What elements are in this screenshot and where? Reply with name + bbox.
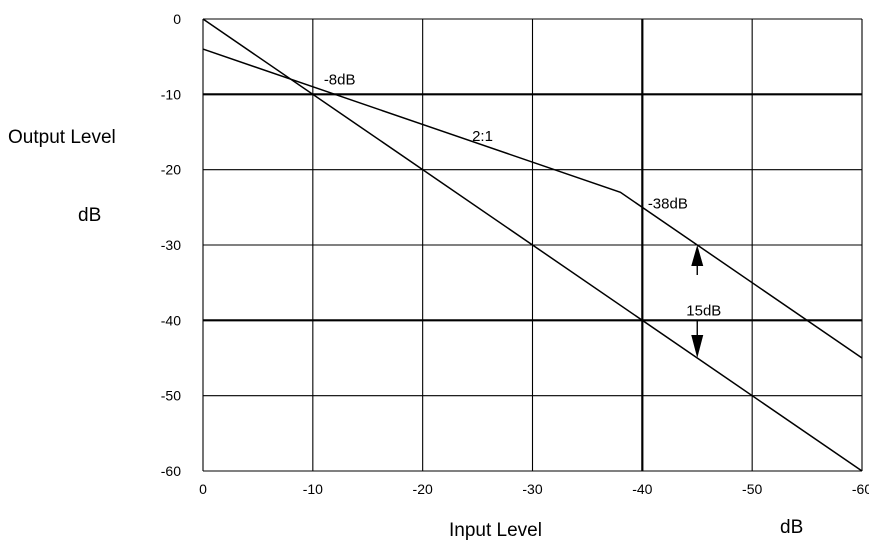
x-tick-label-3: -30: [522, 481, 542, 497]
y-tick-label-5: -50: [161, 388, 181, 404]
x-tick-label-6: -60: [852, 481, 869, 497]
y-tick-label-3: -30: [161, 237, 181, 253]
y-tick-label-2: -20: [161, 162, 181, 178]
x-tick-label-5: -50: [742, 481, 762, 497]
arrow-down-head: [691, 335, 704, 358]
annotation-0: -8dB: [324, 71, 356, 88]
y-tick-label-4: -40: [161, 312, 181, 328]
annotation-2: -38dB: [648, 196, 688, 213]
y-tick-label-0: 0: [173, 11, 181, 27]
x-tick-label-1: -10: [303, 481, 323, 497]
x-tick-label-0: 0: [199, 481, 207, 497]
series-line-1: [202, 48, 863, 359]
y-tick-label-6: -60: [161, 463, 181, 479]
series-group: [202, 18, 863, 472]
y-axis-label: Output Level: [8, 127, 116, 148]
x-tick-label-2: -20: [413, 481, 433, 497]
tick-labels: 0 -10 -20 -30 -40 -50 -60 0 -10 -20 -30 -40 -50 -60: [161, 11, 869, 497]
annotation-1: 2:1: [472, 128, 493, 145]
y-tick-label-1: -10: [161, 86, 181, 102]
x-axis-label: Input Level: [449, 520, 542, 541]
difference-arrows: [691, 245, 704, 358]
annotations: -8dB 2:1 -38dB 15dB: [324, 71, 721, 319]
y-axis-unit: dB: [78, 205, 101, 226]
annotation-3: 15dB: [686, 303, 721, 320]
arrow-up-head: [691, 245, 704, 266]
x-axis-unit: dB: [780, 517, 803, 538]
series-line-0: [202, 18, 863, 472]
x-tick-label-4: -40: [632, 481, 652, 497]
